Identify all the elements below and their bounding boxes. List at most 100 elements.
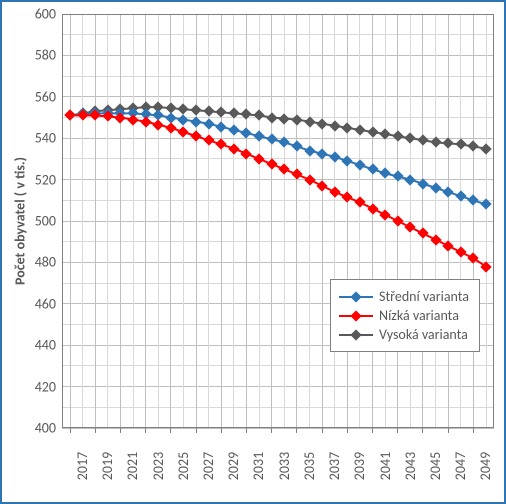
marker-medium <box>417 178 428 189</box>
x-tick-mark <box>347 428 348 433</box>
x-tick-mark <box>120 428 121 433</box>
y-tick-label: 600 <box>35 6 62 23</box>
marker-medium <box>115 108 126 119</box>
marker-high <box>140 101 151 112</box>
marker-low <box>405 222 416 233</box>
marker-high <box>455 139 466 150</box>
marker-medium <box>329 151 340 162</box>
x-tick-mark <box>145 428 146 433</box>
marker-low <box>354 197 365 208</box>
marker-medium <box>367 164 378 175</box>
x-tick-label: 2023 <box>146 452 167 480</box>
marker-low <box>468 253 479 264</box>
marker-medium <box>379 168 390 179</box>
marker-medium <box>190 116 201 127</box>
marker-low <box>392 215 403 226</box>
marker-low <box>316 180 327 191</box>
marker-low <box>367 203 378 214</box>
marker-medium <box>228 124 239 135</box>
marker-low <box>342 192 353 203</box>
marker-medium <box>253 130 264 141</box>
legend-marker-medium <box>350 291 361 302</box>
marker-high <box>127 103 138 114</box>
x-tick-label: 2027 <box>196 452 217 480</box>
marker-low <box>443 240 454 251</box>
marker-high <box>115 104 126 115</box>
marker-high <box>392 130 403 141</box>
y-tick-label: 560 <box>35 88 62 105</box>
x-tick-label: 2039 <box>347 452 368 480</box>
legend-sample-low <box>339 309 373 323</box>
x-tick-label: 2017 <box>70 452 91 480</box>
marker-medium <box>443 186 454 197</box>
plot-area: 4004204404604805005205405605806002017201… <box>62 14 494 428</box>
marker-low <box>228 143 239 154</box>
marker-low <box>253 153 264 164</box>
marker-high <box>430 137 441 148</box>
x-tick-label: 2045 <box>423 452 444 480</box>
marker-high <box>379 128 390 139</box>
marker-low <box>329 186 340 197</box>
marker-medium <box>90 108 101 119</box>
x-tick-mark <box>397 428 398 433</box>
marker-low <box>304 174 315 185</box>
marker-medium <box>165 112 176 123</box>
marker-medium <box>127 108 138 119</box>
marker-high <box>279 113 290 124</box>
x-tick-mark <box>246 428 247 433</box>
y-tick-label: 580 <box>35 47 62 64</box>
marker-high <box>165 103 176 114</box>
y-tick-label: 460 <box>35 295 62 312</box>
x-tick-mark <box>473 428 474 433</box>
marker-high <box>203 106 214 117</box>
marker-low <box>279 164 290 175</box>
legend-marker-high <box>350 329 361 340</box>
legend-row-low: Nízká varianta <box>339 307 469 324</box>
marker-low <box>153 119 164 130</box>
marker-medium <box>64 110 75 121</box>
legend: Střední varianta Nízká varianta Vysoká var… <box>330 279 480 352</box>
x-tick-label: 2019 <box>95 452 116 480</box>
y-tick-label: 440 <box>35 337 62 354</box>
marker-high <box>153 101 164 112</box>
x-tick-mark <box>70 428 71 433</box>
marker-medium <box>291 141 302 152</box>
marker-low <box>417 228 428 239</box>
marker-low <box>127 114 138 125</box>
marker-medium <box>178 114 189 125</box>
marker-medium <box>266 134 277 145</box>
marker-medium <box>392 171 403 182</box>
marker-medium <box>304 145 315 156</box>
marker-high <box>216 107 227 118</box>
x-tick-label: 2021 <box>120 452 141 480</box>
marker-low <box>480 261 491 272</box>
marker-medium <box>153 110 164 121</box>
x-tick-label: 2033 <box>272 452 293 480</box>
legend-row-high: Vysoká varianta <box>339 326 469 343</box>
marker-medium <box>77 109 88 120</box>
marker-low <box>115 112 126 123</box>
marker-low <box>266 158 277 169</box>
x-tick-label: 2041 <box>373 452 394 480</box>
legend-label-medium: Střední varianta <box>379 288 469 305</box>
marker-high <box>405 133 416 144</box>
y-tick-label: 480 <box>35 254 62 271</box>
x-tick-mark <box>221 428 222 433</box>
marker-medium <box>468 195 479 206</box>
x-tick-label: 2043 <box>398 452 419 480</box>
marker-high <box>354 124 365 135</box>
marker-low <box>379 209 390 220</box>
marker-medium <box>455 190 466 201</box>
marker-low <box>165 122 176 133</box>
marker-layer <box>62 14 494 428</box>
marker-low <box>291 169 302 180</box>
marker-high <box>178 104 189 115</box>
marker-high <box>228 108 239 119</box>
x-tick-mark <box>196 428 197 433</box>
chart-frame: 4004204404604805005205405605806002017201… <box>0 0 506 504</box>
marker-low <box>77 110 88 121</box>
marker-low <box>455 246 466 257</box>
marker-high <box>241 109 252 120</box>
x-tick-label: 2037 <box>322 452 343 480</box>
marker-medium <box>354 159 365 170</box>
